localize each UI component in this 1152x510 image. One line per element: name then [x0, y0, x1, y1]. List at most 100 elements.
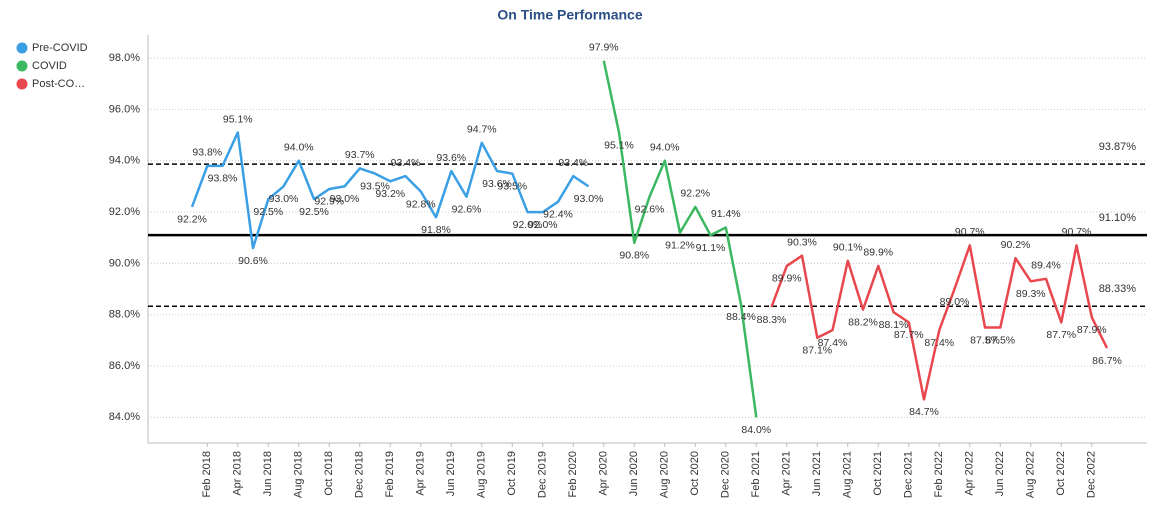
value-label: 90.7% [955, 226, 985, 238]
legend-marker [16, 78, 28, 90]
value-label: 90.6% [238, 255, 268, 267]
value-label: 87.1% [802, 345, 832, 357]
value-label: 86.7% [1092, 355, 1122, 367]
value-label: 93.4% [558, 157, 588, 169]
value-label: 93.8% [192, 147, 222, 159]
reference-label: 91.10% [1099, 212, 1137, 224]
series-line [602, 60, 758, 418]
value-label: 93.7% [345, 149, 375, 161]
series-line [770, 244, 1109, 401]
y-tick-label: 88.0% [109, 309, 140, 321]
chart-title: On Time Performance [497, 7, 642, 23]
legend-label: COVID [32, 60, 67, 72]
value-label: 87.4% [818, 337, 848, 349]
x-tick-label: Aug 2022 [1025, 451, 1037, 498]
value-label: 91.8% [421, 224, 451, 236]
y-tick-label: 90.0% [109, 257, 140, 269]
reference-label: 88.33% [1099, 283, 1137, 295]
value-label: 87.7% [1046, 329, 1076, 341]
value-label: 91.1% [696, 242, 726, 254]
x-tick-label: Apr 2022 [964, 451, 976, 496]
x-tick-label: Jun 2021 [811, 451, 823, 496]
value-label: 87.9% [1077, 324, 1107, 336]
x-tick-label: Aug 2019 [476, 451, 488, 498]
legend-marker [16, 42, 28, 54]
x-tick-label: Aug 2020 [659, 451, 671, 498]
value-label: 92.0% [528, 219, 558, 231]
value-label: 92.2% [177, 214, 207, 226]
value-label: 92.8% [406, 198, 436, 210]
legend-label: Post-CO… [32, 78, 85, 90]
value-label: 93.4% [391, 157, 421, 169]
value-label: 94.0% [650, 142, 680, 154]
value-label: 87.7% [894, 329, 924, 341]
x-tick-label: Feb 2020 [567, 451, 579, 497]
value-label: 91.2% [665, 239, 695, 251]
value-label: 89.9% [772, 273, 802, 285]
x-tick-label: Dec 2022 [1086, 451, 1098, 498]
value-label: 90.2% [1001, 239, 1031, 251]
y-tick-label: 84.0% [109, 411, 140, 423]
y-tick-label: 86.0% [109, 360, 140, 372]
x-tick-label: Apr 2020 [598, 451, 610, 496]
value-label: 93.2% [375, 188, 405, 200]
value-label: 90.3% [787, 236, 817, 248]
value-label: 92.9% [314, 196, 344, 208]
x-tick-label: Dec 2019 [537, 451, 549, 498]
x-tick-label: Dec 2021 [903, 451, 915, 498]
legend-label: Pre-COVID [32, 42, 88, 54]
value-label: 92.6% [452, 203, 482, 215]
value-label: 89.4% [1031, 260, 1061, 272]
value-label: 90.1% [833, 242, 863, 254]
value-label: 92.5% [299, 206, 329, 218]
y-tick-label: 94.0% [109, 155, 140, 167]
x-tick-label: Apr 2019 [415, 451, 427, 496]
value-label: 97.9% [589, 41, 619, 53]
x-tick-label: Oct 2019 [506, 451, 518, 496]
x-tick-label: Jun 2022 [994, 451, 1006, 496]
y-tick-label: 92.0% [109, 206, 140, 218]
y-tick-label: 96.0% [109, 103, 140, 115]
x-tick-label: Feb 2019 [384, 451, 396, 497]
value-label: 88.1% [879, 319, 909, 331]
value-label: 84.0% [741, 424, 771, 436]
value-label: 89.9% [863, 247, 893, 259]
value-label: 84.7% [909, 406, 939, 418]
x-tick-label: Jun 2019 [445, 451, 457, 496]
series-line [190, 131, 590, 250]
x-tick-label: Oct 2021 [872, 451, 884, 496]
reference-label: 93.87% [1099, 141, 1137, 153]
x-tick-label: Jun 2020 [628, 451, 640, 496]
value-label: 88.3% [757, 314, 787, 326]
value-label: 88.4% [726, 311, 756, 323]
x-tick-label: Feb 2018 [201, 451, 213, 497]
x-tick-label: Oct 2018 [323, 451, 335, 496]
x-tick-label: Dec 2018 [354, 451, 366, 498]
value-label: 93.5% [497, 180, 527, 192]
x-tick-label: Apr 2018 [232, 451, 244, 496]
value-label: 94.0% [284, 142, 314, 154]
value-label: 94.7% [467, 124, 497, 136]
x-tick-label: Feb 2022 [933, 451, 945, 497]
value-label: 95.1% [223, 113, 253, 125]
value-label: 89.0% [940, 296, 970, 308]
value-label: 90.8% [619, 250, 649, 262]
value-label: 93.8% [208, 173, 238, 185]
value-label: 93.6% [482, 178, 512, 190]
value-label: 92.5% [253, 206, 283, 218]
value-label: 92.6% [635, 203, 665, 215]
value-label: 92.2% [680, 188, 710, 200]
value-label: 90.7% [1062, 226, 1092, 238]
value-label: 91.4% [711, 208, 741, 220]
value-label: 92.0% [513, 219, 543, 231]
legend-marker [16, 60, 28, 72]
x-tick-label: Aug 2018 [293, 451, 305, 498]
value-label: 93.0% [269, 193, 299, 205]
value-label: 93.5% [360, 180, 390, 192]
value-label: 87.4% [924, 337, 954, 349]
value-label: 87.5% [985, 334, 1015, 346]
x-tick-label: Jun 2018 [262, 451, 274, 496]
value-label: 93.6% [436, 152, 466, 164]
value-label: 88.2% [848, 316, 878, 328]
